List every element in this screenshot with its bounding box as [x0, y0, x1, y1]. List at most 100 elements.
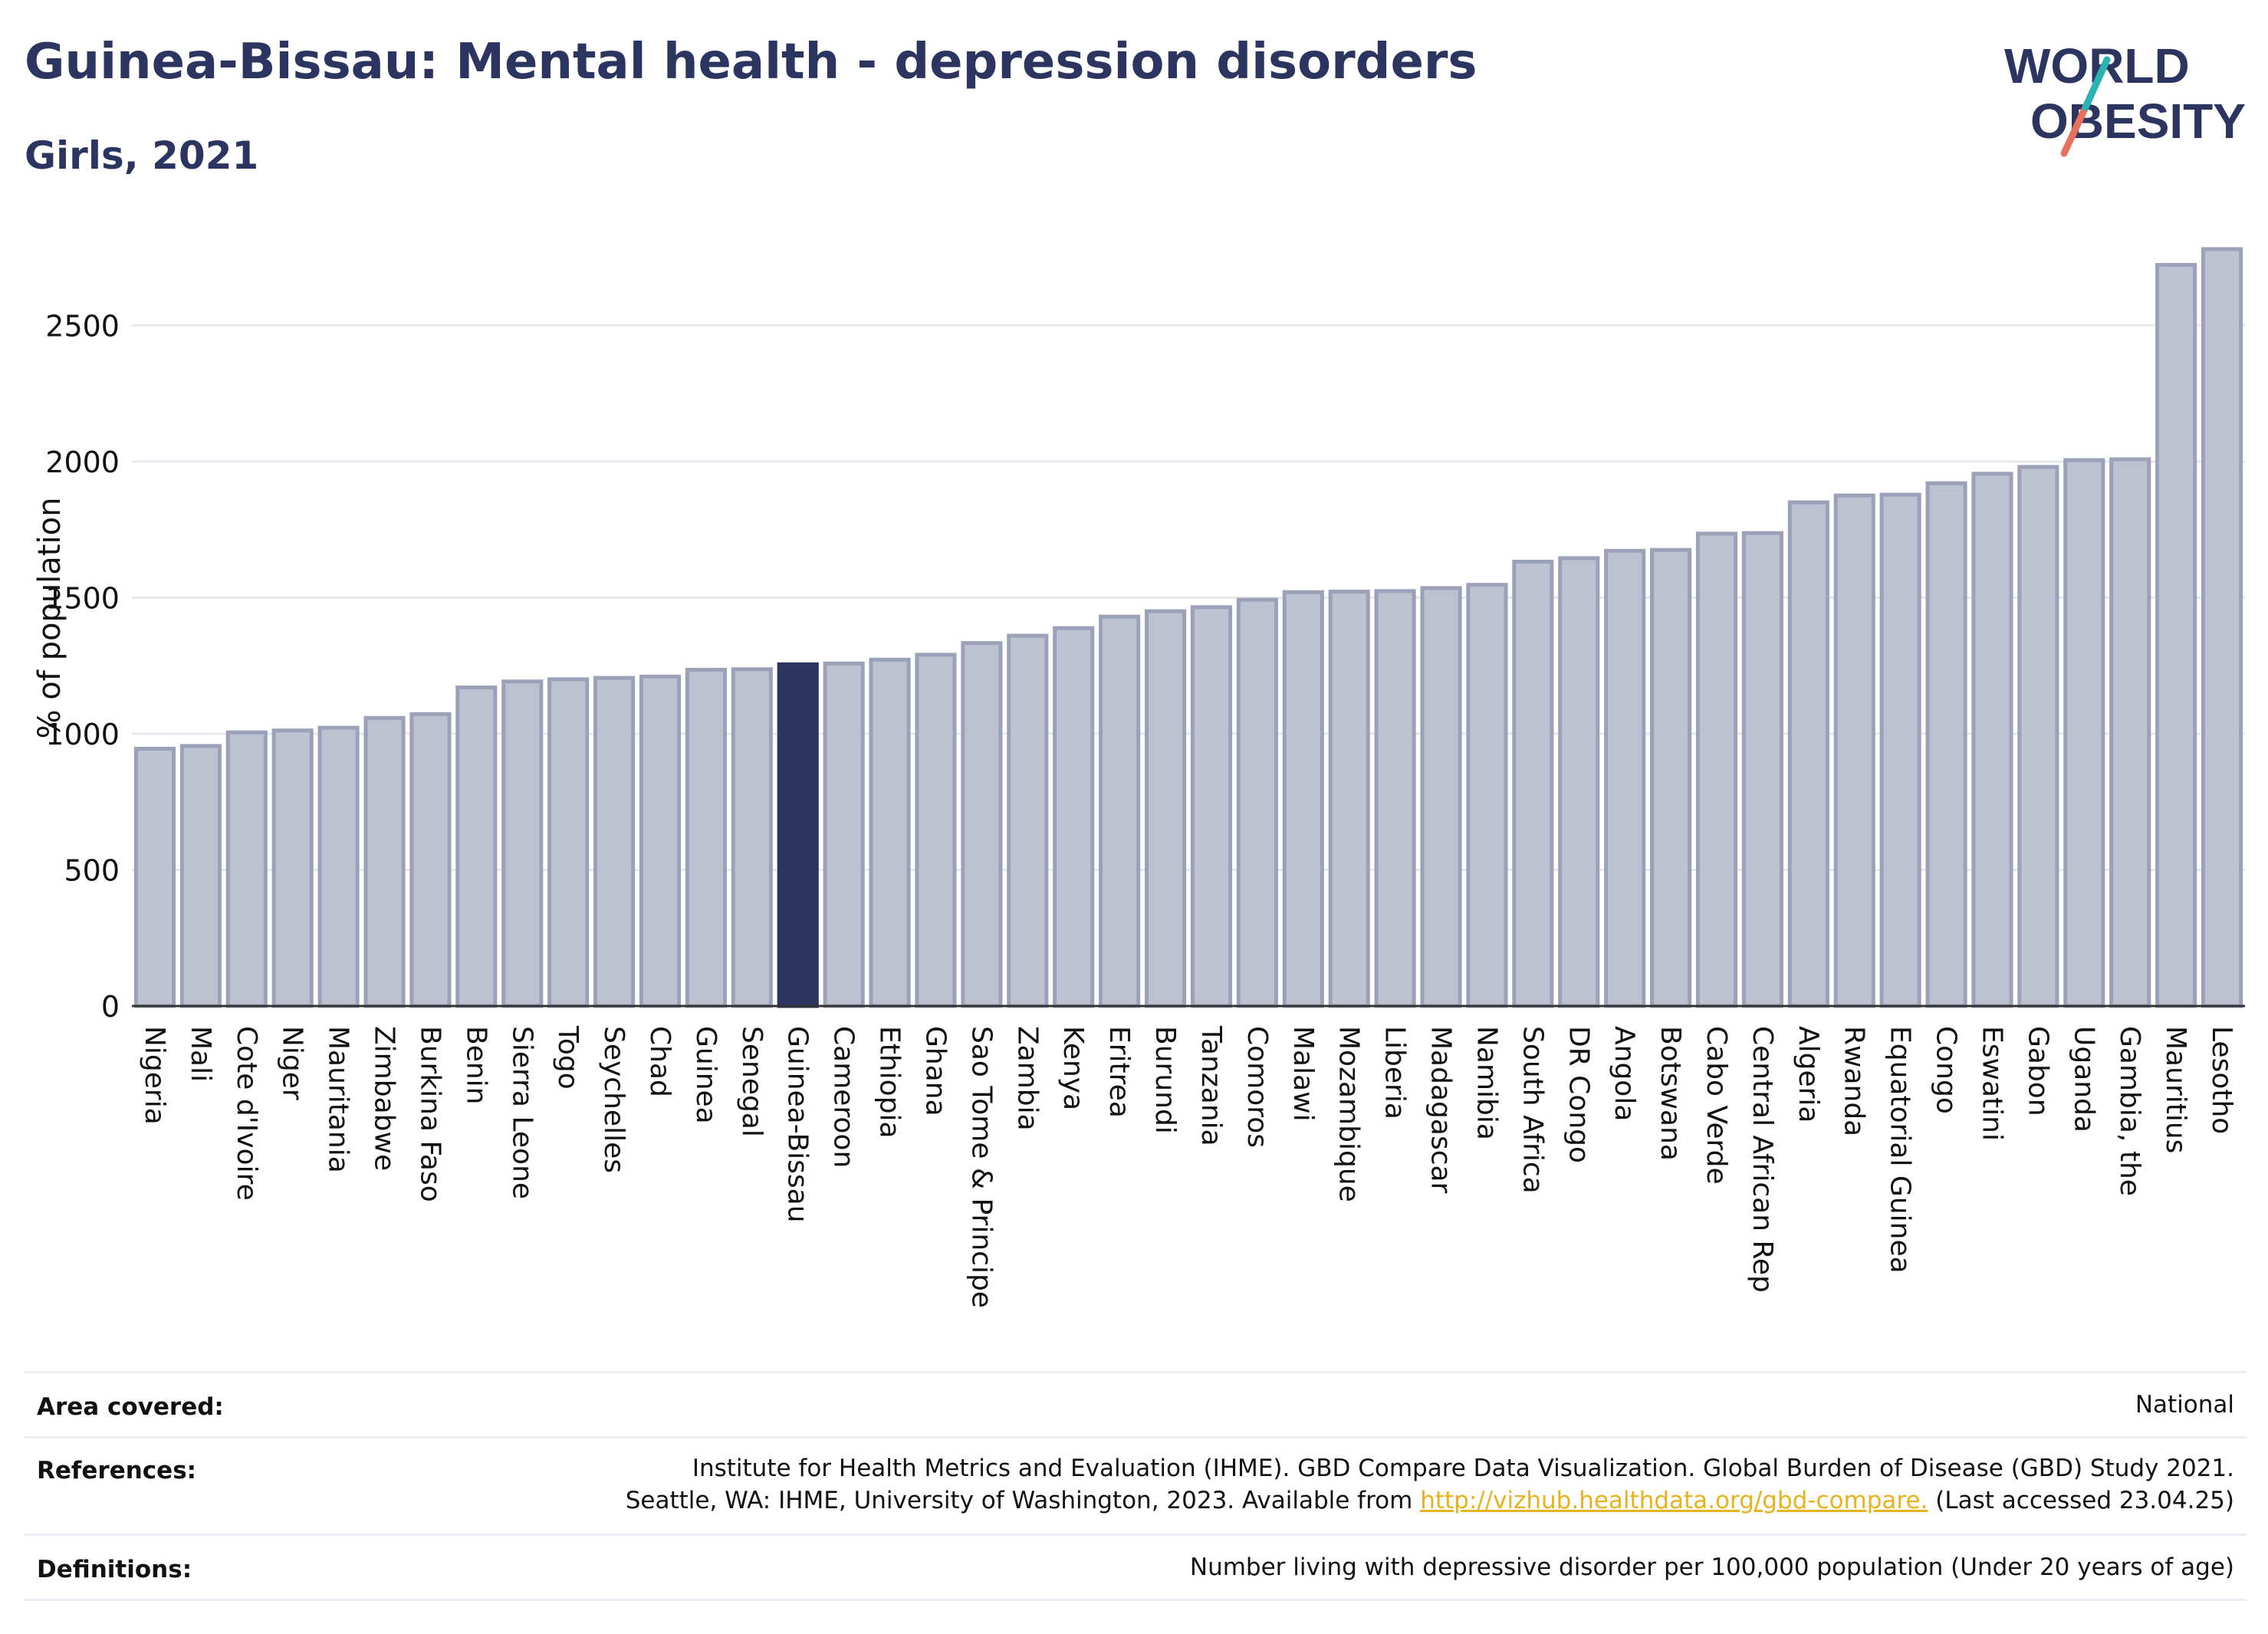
- bar-central-african-rep: [1741, 531, 1783, 1008]
- bars: [133, 247, 2243, 1008]
- bar-ethiopia: [869, 657, 911, 1008]
- bar-sao-tome-principe: [961, 641, 1003, 1008]
- bar-eswatini: [1971, 472, 2013, 1008]
- x-tick-label: Lesotho: [2206, 1026, 2237, 1134]
- x-tick-label: Senegal: [736, 1026, 768, 1137]
- x-tick-label: Ghana: [919, 1026, 951, 1116]
- x-tick-label: Benin: [460, 1026, 491, 1104]
- x-tick-label: Mali: [185, 1026, 216, 1082]
- bar-mozambique: [1328, 590, 1370, 1008]
- references-line2-pre: Seattle, WA: IHME, University of Washing…: [625, 1487, 1421, 1514]
- x-tick-label: Mozambique: [1333, 1026, 1365, 1202]
- bar-zambia: [1007, 633, 1049, 1008]
- x-tick-label: Nigeria: [139, 1026, 170, 1125]
- x-tick-label: Seychelles: [598, 1026, 629, 1173]
- bar-equatorial-guinea: [1879, 492, 1921, 1008]
- bar-gambia-the: [2109, 457, 2151, 1008]
- references-line2: Seattle, WA: IHME, University of Washing…: [626, 1484, 2234, 1517]
- x-tick-label: Eswatini: [1976, 1026, 2007, 1141]
- y-tick-label: 1500: [45, 581, 120, 615]
- x-tick-label: Sierra Leone: [506, 1026, 537, 1199]
- bar-botswana: [1650, 547, 1692, 1008]
- bar-kenya: [1053, 626, 1095, 1008]
- x-tick-label: Liberia: [1379, 1026, 1411, 1119]
- references-line2-post: (Last accessed 23.04.25): [1928, 1487, 2234, 1514]
- y-tick-label: 2500: [45, 309, 120, 343]
- bar-cote-d-ivoire: [225, 730, 268, 1008]
- x-tick-label: Namibia: [1471, 1026, 1502, 1140]
- references-link[interactable]: http://vizhub.healthdata.org/gbd-compare…: [1420, 1487, 1928, 1514]
- bar-algeria: [1787, 500, 1829, 1008]
- x-tick-label: Gabon: [2022, 1026, 2053, 1116]
- x-tick-label: Uganda: [2068, 1026, 2099, 1133]
- x-tick-label: Angola: [1609, 1026, 1640, 1121]
- logo-slash-teal: [2082, 56, 2111, 111]
- bar-nigeria: [133, 746, 176, 1008]
- bar-malawi: [1282, 590, 1324, 1008]
- bar-congo: [1925, 481, 1967, 1008]
- x-tick-label: Cameroon: [828, 1026, 860, 1168]
- area-label: Area covered:: [37, 1393, 224, 1421]
- x-tick-label: Malawi: [1287, 1026, 1319, 1122]
- bar-eritrea: [1099, 614, 1141, 1008]
- x-tick-label: Zambia: [1011, 1026, 1043, 1131]
- x-tick-label: Algeria: [1793, 1026, 1824, 1123]
- x-tick-label: Sao Tome & Principe: [965, 1026, 997, 1308]
- x-tick-label: Burkina Faso: [414, 1026, 445, 1202]
- logo-slash-coral: [2060, 104, 2089, 157]
- bar-comoros: [1236, 597, 1278, 1008]
- bar-gabon: [2017, 465, 2059, 1008]
- bar-burundi: [1144, 609, 1187, 1008]
- footer-row-area: Area covered: National: [25, 1371, 2247, 1436]
- y-axis-ticks: 0 500 1000 1500 2000 2500: [45, 309, 120, 1024]
- x-tick-label: Comoros: [1241, 1026, 1273, 1148]
- x-tick-label: Cote d'Ivoire: [231, 1026, 262, 1201]
- x-tick-label: Botswana: [1655, 1026, 1686, 1161]
- footer-row-references: References: Institute for Health Metrics…: [25, 1436, 2247, 1534]
- x-tick-label: Chad: [644, 1026, 675, 1097]
- x-tick-label: Guinea: [690, 1026, 721, 1124]
- x-tick-label: Burundi: [1149, 1026, 1181, 1134]
- bar-angola: [1604, 548, 1646, 1008]
- bar-dr-congo: [1558, 556, 1600, 1008]
- y-tick-label: 500: [64, 853, 120, 887]
- bar-cabo-verde: [1695, 531, 1738, 1008]
- y-axis-label: % of population: [32, 498, 67, 739]
- x-tick-label: Eritrea: [1103, 1026, 1135, 1118]
- bar-lesotho: [2201, 247, 2243, 1008]
- y-tick-label: 2000: [45, 445, 120, 479]
- bar-liberia: [1374, 589, 1416, 1008]
- x-tick-label: Togo: [552, 1025, 583, 1090]
- x-tick-label: Madagascar: [1425, 1026, 1457, 1194]
- bar-mali: [179, 744, 222, 1008]
- chart-footer: Area covered: National References: Insti…: [25, 1371, 2247, 1601]
- bar-guinea: [685, 667, 727, 1008]
- footer-row-definitions: Definitions: Number living with depressi…: [25, 1534, 2247, 1601]
- x-tick-label: Zimbabwe: [369, 1026, 400, 1171]
- x-axis-ticks: Nigeria Mali Cote d'Ivoire Niger Mauritania Z…: [139, 1025, 2237, 1308]
- bar-uganda: [2063, 458, 2105, 1008]
- bar-togo: [547, 677, 590, 1008]
- world-obesity-logo: WORLD OBESITY: [2004, 38, 2246, 157]
- references-text: Institute for Health Metrics and Evaluat…: [626, 1452, 2234, 1517]
- bar-senegal: [731, 667, 773, 1008]
- bar-burkina-faso: [409, 712, 452, 1008]
- bar-guinea-bissau: [777, 662, 819, 1008]
- bar-chart: 0 500 1000 1500 2000 2500 Nigeria Mali Cote d'I…: [32, 247, 2245, 1308]
- x-tick-label: Kenya: [1057, 1026, 1089, 1110]
- bar-ghana: [915, 653, 957, 1008]
- bar-chad: [639, 674, 682, 1008]
- y-tick-label: 0: [101, 990, 120, 1024]
- y-tick-label: 1000: [45, 718, 120, 751]
- x-tick-label: Gambia, the: [2114, 1026, 2145, 1196]
- bar-rwanda: [1833, 493, 1875, 1008]
- chart-subtitle: Girls, 2021: [25, 133, 259, 178]
- area-value: National: [2135, 1391, 2234, 1419]
- x-tick-label: Guinea-Bissau: [782, 1026, 814, 1223]
- x-tick-label: Mauritius: [2160, 1026, 2191, 1153]
- x-tick-label: Tanzania: [1195, 1025, 1227, 1146]
- bar-cameroon: [823, 661, 865, 1008]
- x-tick-label: DR Congo: [1563, 1026, 1594, 1163]
- x-tick-label: South Africa: [1517, 1026, 1548, 1194]
- x-tick-label: Rwanda: [1839, 1026, 1870, 1136]
